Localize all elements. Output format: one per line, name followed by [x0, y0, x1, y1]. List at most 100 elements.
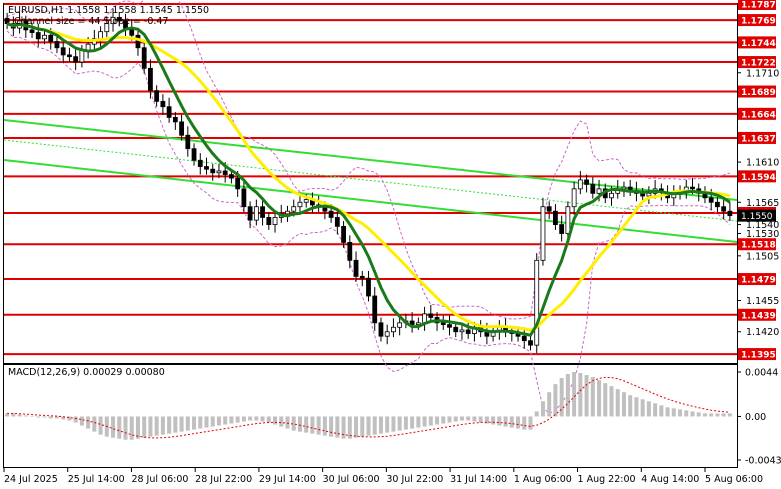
macd-histogram-bar — [36, 416, 41, 418]
candle-body — [135, 34, 141, 49]
macd-histogram-bar — [154, 416, 159, 436]
candle-body — [29, 29, 35, 33]
candle-body — [160, 100, 166, 108]
level-label: 1.1395 — [741, 351, 776, 361]
candle-body — [428, 313, 434, 318]
level-label: 1.1787 — [741, 1, 776, 11]
macd-histogram-bar — [372, 416, 377, 435]
macd-histogram-bar — [584, 375, 589, 417]
macd-histogram-bar — [30, 416, 35, 417]
candle-body — [303, 199, 309, 203]
macd-histogram-bar — [48, 416, 53, 419]
candle-body — [266, 217, 272, 225]
time-tick-label: 25 Jul 14:00 — [68, 474, 125, 485]
macd-histogram-bar — [98, 416, 103, 435]
macd-histogram-bar — [397, 416, 402, 431]
candle-body — [291, 206, 297, 212]
candle-body — [372, 295, 378, 324]
macd-signal-line — [7, 376, 730, 439]
macd-histogram-bar — [17, 414, 22, 417]
candle-body — [191, 148, 197, 161]
macd-histogram-bar — [615, 389, 620, 417]
macd-histogram-bar — [341, 416, 346, 439]
macd-histogram-bar — [690, 411, 695, 417]
macd-histogram-bar — [702, 413, 707, 417]
candle-body — [297, 201, 303, 208]
candle-body — [253, 206, 259, 221]
candle-body — [571, 188, 577, 208]
candle-body — [185, 134, 191, 150]
price-tick-label: 1.1610 — [746, 158, 779, 169]
candle-body — [447, 324, 452, 328]
candle-body — [235, 177, 241, 190]
macd-histogram-bar — [403, 416, 408, 430]
time-axis: 24 Jul 2025 25 Jul 14:00 28 Jul 06:00 28 Ju… — [3, 468, 763, 485]
time-tick-label: 29 Jul 14:00 — [259, 474, 316, 485]
macd-tick-label: 0.0044 — [745, 368, 778, 379]
macd-panel-frame — [3, 364, 738, 468]
candle-body — [247, 206, 253, 221]
candle-body — [440, 322, 446, 325]
candle-body — [48, 34, 54, 42]
level-label: 1.1664 — [741, 110, 776, 120]
macd-histogram-bar — [316, 416, 321, 435]
macd-histogram-bar — [129, 416, 134, 440]
macd-histogram-bar — [447, 416, 452, 423]
macd-histogram-bar — [640, 399, 645, 417]
candle-body — [715, 201, 720, 208]
macd-histogram-bar — [366, 416, 371, 436]
macd-histogram-bar — [497, 416, 502, 426]
candle-body — [229, 174, 234, 179]
macd-histogram-bar — [472, 416, 477, 422]
candle-body — [609, 192, 614, 199]
time-tick-label: 1 Aug 22:00 — [578, 474, 636, 485]
macd-histogram-bar — [229, 416, 234, 424]
candle-body — [272, 217, 278, 225]
candle-body — [179, 121, 184, 136]
macd-histogram-bar — [416, 416, 421, 428]
macd-histogram-bar — [478, 416, 483, 423]
macd-histogram-bar — [79, 416, 84, 426]
candle-body — [546, 206, 552, 212]
candle-body — [553, 210, 558, 225]
price-tick-label: 1.1565 — [746, 198, 779, 209]
macd-histogram-bar — [260, 416, 265, 422]
candle-body — [565, 206, 571, 234]
bollinger-lower — [6, 30, 731, 415]
time-tick-label: 28 Jul 06:00 — [131, 474, 188, 485]
candle-body — [721, 206, 727, 212]
macd-histogram-bar — [179, 416, 184, 432]
macd-histogram-bar — [354, 416, 359, 438]
macd-histogram-bar — [54, 416, 59, 419]
candle-body — [67, 54, 72, 58]
macd-histogram-bar — [628, 395, 633, 417]
level-label-bg — [738, 348, 776, 361]
candle-body — [540, 206, 546, 261]
macd-histogram-bar — [522, 416, 527, 430]
macd-histogram-bar — [241, 416, 246, 422]
macd-histogram-bar — [696, 412, 701, 417]
candle-body — [378, 322, 384, 337]
candle-body — [646, 192, 652, 197]
candle-body — [409, 320, 415, 325]
macd-histogram-bar — [216, 416, 221, 426]
moving-averages — [6, 22, 731, 337]
macd-histogram-bar — [378, 416, 383, 434]
bollinger-bands — [6, 0, 731, 415]
candle-body — [727, 210, 733, 217]
level-label: 1.1637 — [741, 134, 776, 144]
macd-histogram-bar — [634, 397, 639, 417]
candle-body — [521, 335, 527, 342]
level-label-bg — [738, 238, 776, 251]
level-label: 1.1518 — [741, 241, 776, 251]
macd-histogram-bar — [435, 416, 440, 425]
candle-body — [260, 206, 265, 218]
macd-histogram-bar — [73, 416, 78, 423]
macd-histogram-bar — [160, 416, 165, 435]
macd-histogram-bar — [578, 373, 583, 417]
macd-histogram-bar — [428, 416, 433, 426]
